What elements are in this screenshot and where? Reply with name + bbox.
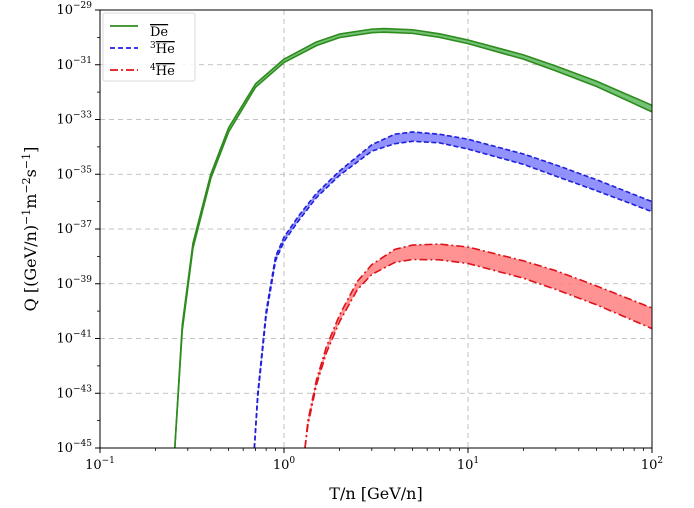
series-lower-line-1 xyxy=(253,140,652,448)
y-tick-label: 10−31 xyxy=(56,56,92,73)
series-upper-line-0 xyxy=(174,27,652,448)
y-tick-label: 10−45 xyxy=(56,439,92,456)
x-tick-label: 100 xyxy=(273,456,296,473)
series-lower-line-0 xyxy=(174,31,652,448)
x-tick-label: 102 xyxy=(641,456,663,473)
x-tick-label: 10−1 xyxy=(85,456,115,473)
x-tick-label: 101 xyxy=(457,456,479,473)
y-tick-label: 10−43 xyxy=(56,384,92,401)
y-tick-label: 10−37 xyxy=(56,220,92,237)
series-band-0 xyxy=(174,28,652,448)
series-upper-line-2 xyxy=(304,243,652,448)
legend-label-he4: 4He xyxy=(150,63,175,79)
legend: De 3He 4He xyxy=(102,12,196,82)
tick-labels: 10−1 100 101 102 10−29 10−31 10−33 10−35 10−37 10… xyxy=(56,1,663,473)
series-0 xyxy=(174,27,652,448)
legend-box xyxy=(102,12,196,82)
y-tick-label: 10−29 xyxy=(56,1,92,18)
axis-ticks xyxy=(95,9,653,453)
x-axis-label: T/n [GeV/n] xyxy=(329,484,422,503)
series-2 xyxy=(304,243,652,448)
y-axis-label: Q [(GeV/n)−1m−2s−1] xyxy=(20,147,40,312)
y-tick-label: 10−39 xyxy=(56,275,92,292)
y-tick-label: 10−41 xyxy=(56,330,92,347)
series-area xyxy=(174,27,652,448)
legend-label-he3: 3He xyxy=(150,41,175,57)
series-1 xyxy=(253,131,652,448)
y-tick-label: 10−33 xyxy=(56,111,92,128)
legend-label-de: De xyxy=(150,25,168,40)
y-tick-label: 10−35 xyxy=(56,165,92,182)
series-lower-line-2 xyxy=(304,258,652,448)
series-band-2 xyxy=(304,244,652,448)
